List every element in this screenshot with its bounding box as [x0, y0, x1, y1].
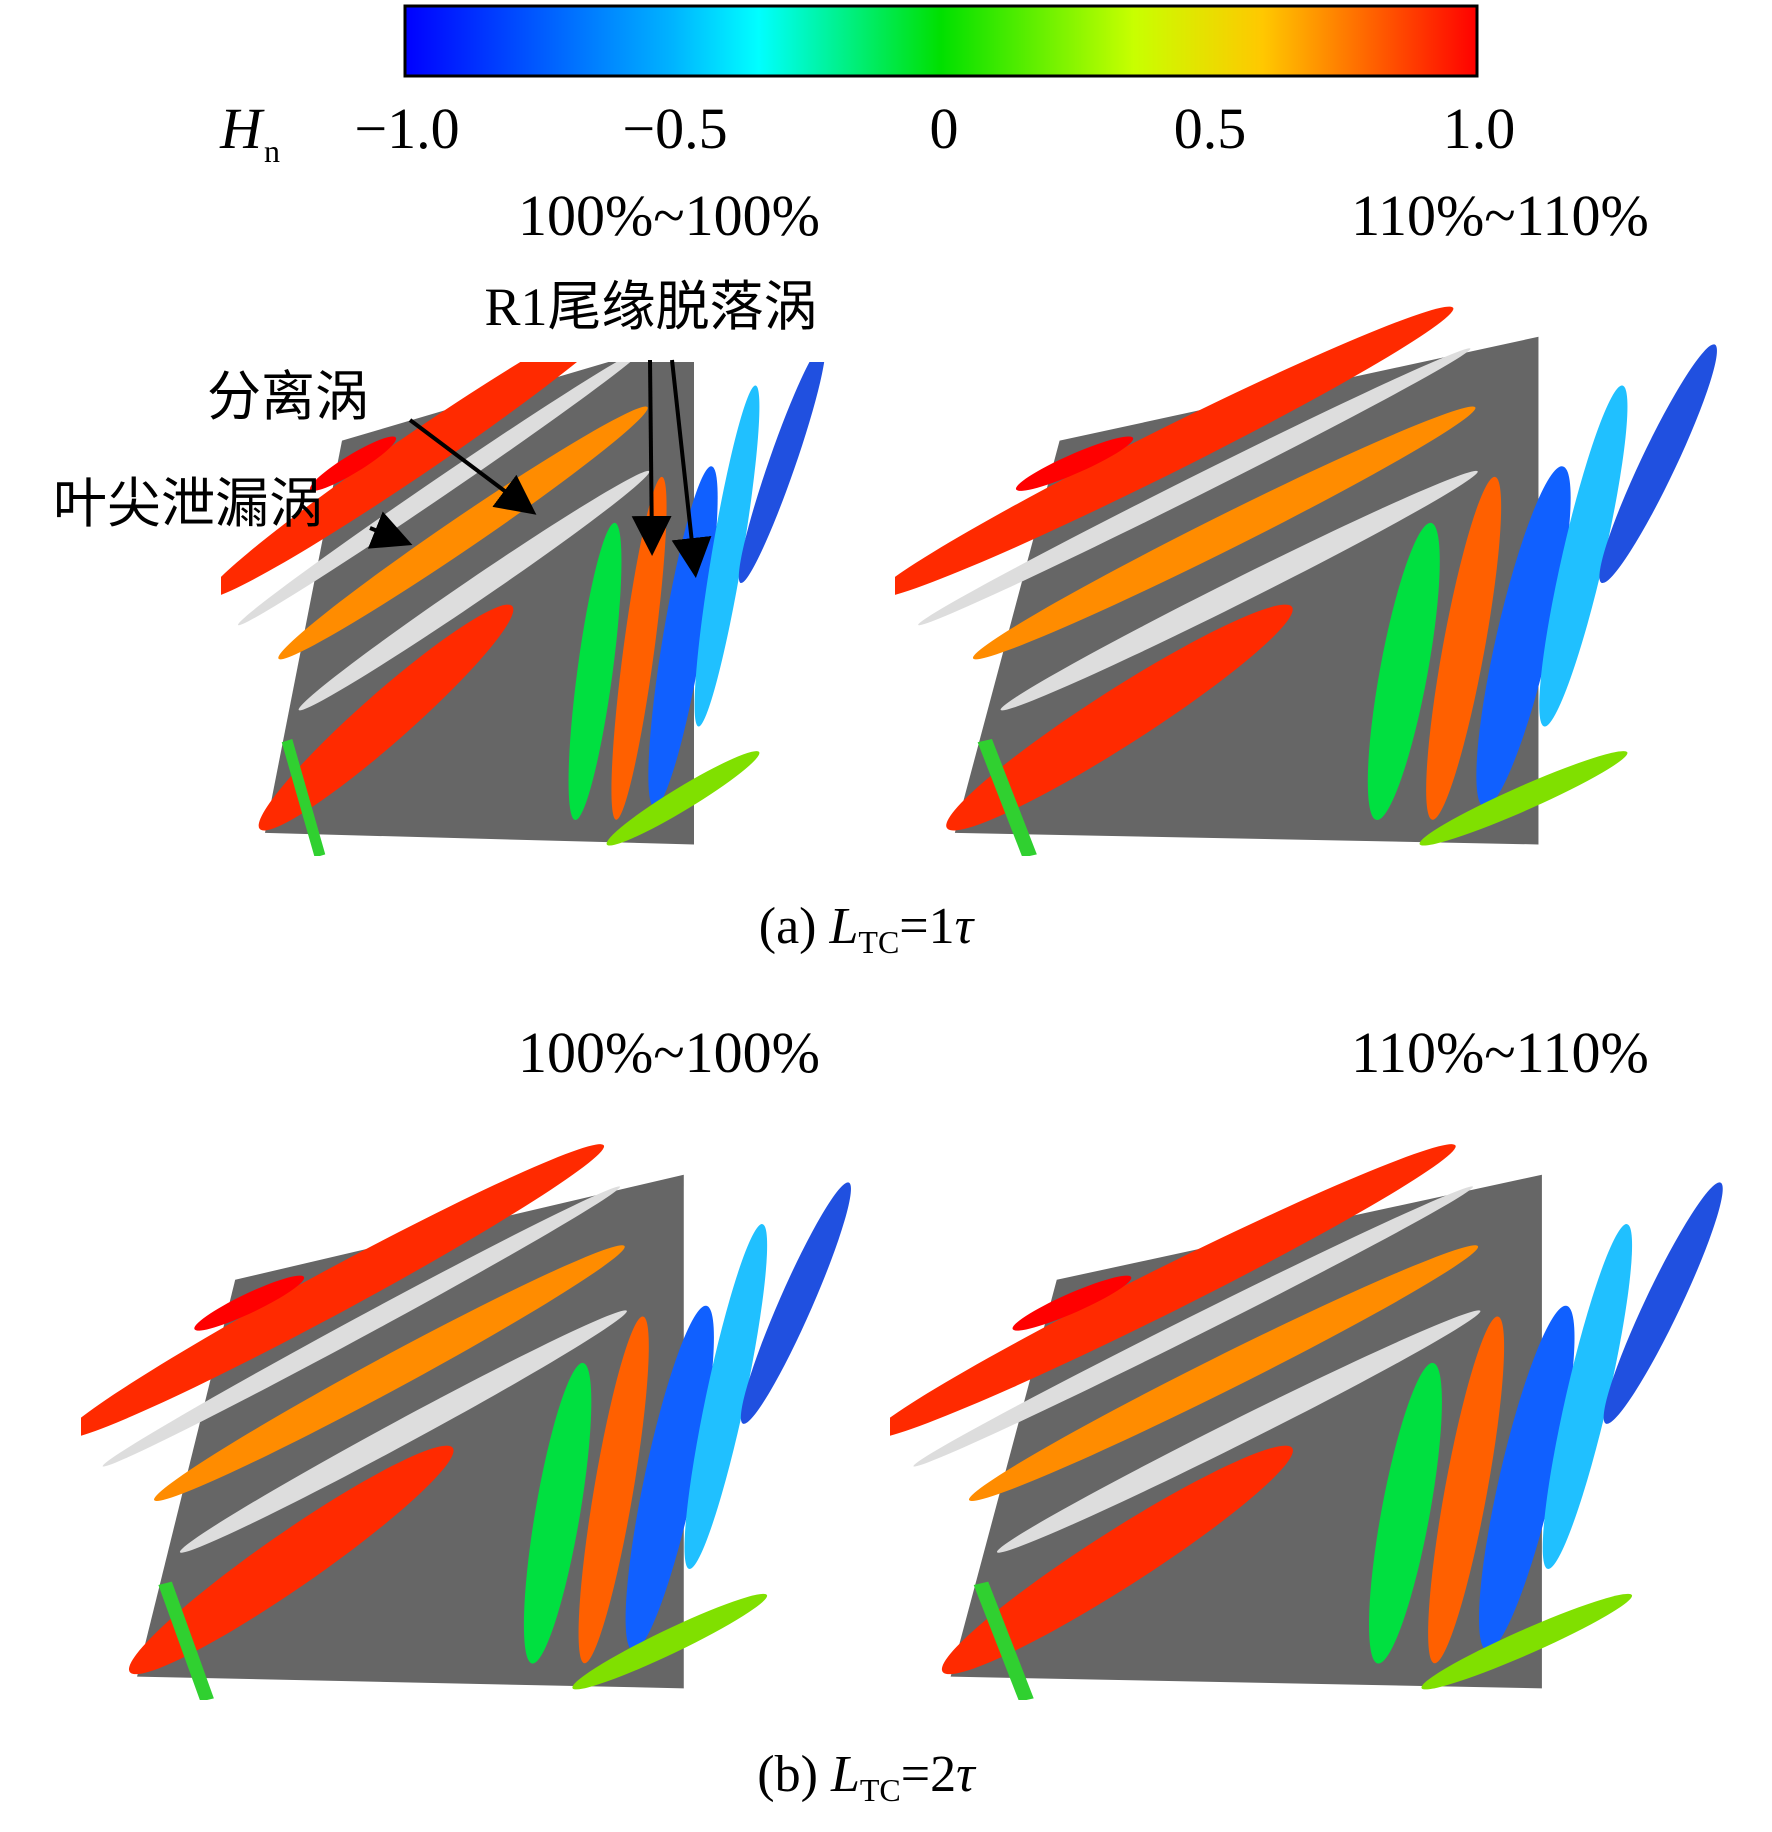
panel-title: 110%~110% [1351, 1020, 1649, 1085]
caption-subscript: TC [858, 924, 899, 960]
caption-equals: =2 [901, 1746, 956, 1803]
caption-prefix: (b) [757, 1746, 818, 1803]
contour-image [856, 1128, 1738, 1700]
caption-unit: τ [955, 898, 976, 955]
colorbar-symbol: H [219, 96, 265, 161]
panel-title: 100%~100% [518, 183, 820, 248]
panel-title: 100%~100% [518, 1020, 820, 1085]
arrow [408, 418, 537, 515]
caption-subscript: TC [860, 1772, 901, 1808]
caption: (a) LTC=1τ [759, 898, 976, 960]
annotation: 分离涡 [207, 367, 369, 427]
colorbar-tick: 0.5 [1174, 96, 1247, 161]
caption-unit: τ [956, 1746, 977, 1803]
caption: (b) LTC=2τ [757, 1746, 977, 1808]
colorbar [403, 4, 1479, 78]
caption-prefix: (a) [759, 898, 817, 955]
arrow [367, 511, 413, 549]
colorbar-tick: 1.0 [1443, 96, 1516, 161]
colorbar-subscript: n [264, 133, 280, 169]
arrow [631, 359, 672, 556]
contour-image [49, 1128, 864, 1700]
colorbar-tick: −1.0 [354, 96, 459, 161]
contour-image [861, 290, 1731, 856]
panel-title: 110%~110% [1351, 183, 1649, 248]
annotation: 叶尖泄漏涡 [53, 474, 323, 534]
label-backdrop [440, 262, 860, 362]
caption-symbol: L [828, 898, 858, 955]
caption-symbol: L [830, 1746, 860, 1803]
caption-equals: =1 [899, 898, 954, 955]
colorbar-tick: −0.5 [622, 96, 727, 161]
colorbar-tick: 0 [930, 96, 959, 161]
annotation: R1尾缘脱落涡 [484, 277, 817, 337]
arrow [670, 359, 712, 578]
